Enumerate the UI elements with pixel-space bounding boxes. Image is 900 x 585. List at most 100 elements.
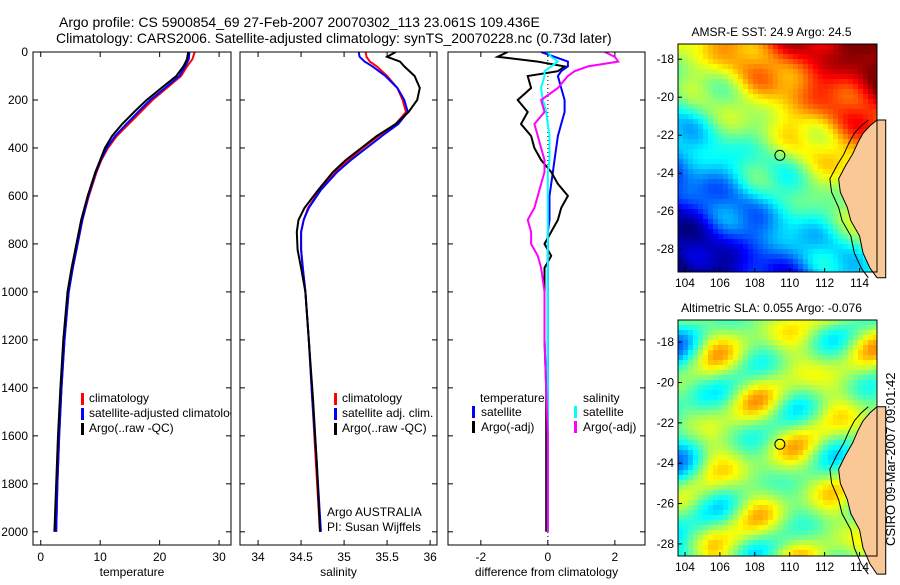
map-cell [743, 139, 749, 145]
map-cell [748, 124, 754, 130]
map-cell [858, 345, 864, 351]
map-cell [848, 119, 854, 125]
map-cell [768, 535, 774, 541]
map-cell [688, 119, 694, 125]
map-cell [763, 239, 769, 245]
map-cell [698, 94, 704, 100]
map-cell [823, 380, 829, 386]
map-cell [778, 500, 784, 506]
map-cell [713, 269, 719, 273]
map-cell [753, 480, 759, 486]
map-cell [693, 360, 699, 366]
map-cell [753, 119, 759, 125]
map-cell [763, 119, 769, 125]
map-cell [683, 144, 689, 150]
map-cell [808, 350, 814, 356]
map-cell [703, 209, 709, 215]
map-cell [828, 350, 834, 356]
map-cell [873, 114, 878, 120]
map-cell [828, 345, 834, 351]
map-cell [778, 79, 784, 85]
map-cell [698, 54, 704, 60]
map-cell [823, 234, 829, 240]
map-cell [758, 350, 764, 356]
map-cell [833, 49, 839, 55]
map-cell [683, 134, 689, 140]
map-cell [733, 360, 739, 366]
map-cell [848, 99, 854, 105]
map-cell [738, 535, 744, 541]
map-cell [708, 515, 714, 521]
map-cell [873, 99, 878, 105]
map-cell [823, 89, 829, 95]
map-cell [773, 470, 779, 476]
map-cell [818, 320, 824, 326]
map-cell [718, 239, 724, 245]
map-cell [808, 415, 814, 421]
map-cell [838, 450, 844, 456]
map-cell [748, 415, 754, 421]
map-cell [783, 209, 789, 215]
map-cell [688, 109, 694, 115]
map-cell [803, 405, 809, 411]
map-cell [868, 89, 874, 95]
map-cell [788, 239, 794, 245]
map-cell [763, 219, 769, 225]
map-cell [718, 129, 724, 135]
map-cell [778, 89, 784, 95]
map-cell [678, 209, 684, 215]
map-cell [833, 400, 839, 406]
map-cell [868, 94, 874, 100]
x-tick-label: 35 [337, 550, 351, 564]
map-cell [688, 365, 694, 371]
map-cell [753, 410, 759, 416]
map-cell [738, 214, 744, 220]
map-cell [823, 480, 829, 486]
map-cell [698, 515, 704, 521]
map-cell [813, 224, 819, 230]
map-cell [813, 335, 819, 341]
map-cell [733, 350, 739, 356]
map-cell [718, 490, 724, 496]
map-cell [688, 535, 694, 541]
map-cell [818, 154, 824, 160]
map-cell [798, 430, 804, 436]
map-cell [743, 455, 749, 461]
map-cell [748, 500, 754, 506]
map-cell [733, 144, 739, 150]
map-cell [808, 370, 814, 376]
map-cell [853, 400, 859, 406]
map-cell [733, 525, 739, 531]
map-cell [853, 239, 859, 245]
map-cell [743, 214, 749, 220]
legend-header: temperature [480, 391, 545, 405]
map-cell [803, 124, 809, 130]
map-cell [848, 380, 854, 386]
map-cell [763, 149, 769, 155]
map-cell [708, 340, 714, 346]
map-cell [818, 420, 824, 426]
map-title: Altimetric SLA: 0.055 Argo: -0.076 [681, 301, 862, 315]
map-cell [693, 405, 699, 411]
map-cell [708, 500, 714, 506]
map-cell [723, 335, 729, 341]
map-cell [683, 49, 689, 55]
map-cell [758, 470, 764, 476]
map-cell [783, 164, 789, 170]
map-cell [808, 505, 814, 511]
map-cell [733, 89, 739, 95]
map-cell [793, 239, 799, 245]
map-cell [738, 545, 744, 551]
map-cell [698, 465, 704, 471]
map-cell [833, 420, 839, 426]
map-cell [838, 94, 844, 100]
map-cell [768, 390, 774, 396]
map-cell [868, 370, 874, 376]
map-cell [698, 385, 704, 391]
map-cell [803, 370, 809, 376]
map-cell [683, 410, 689, 416]
map-cell [813, 194, 819, 200]
map-cell [763, 229, 769, 235]
map-cell [843, 94, 849, 100]
map-cell [838, 44, 844, 50]
